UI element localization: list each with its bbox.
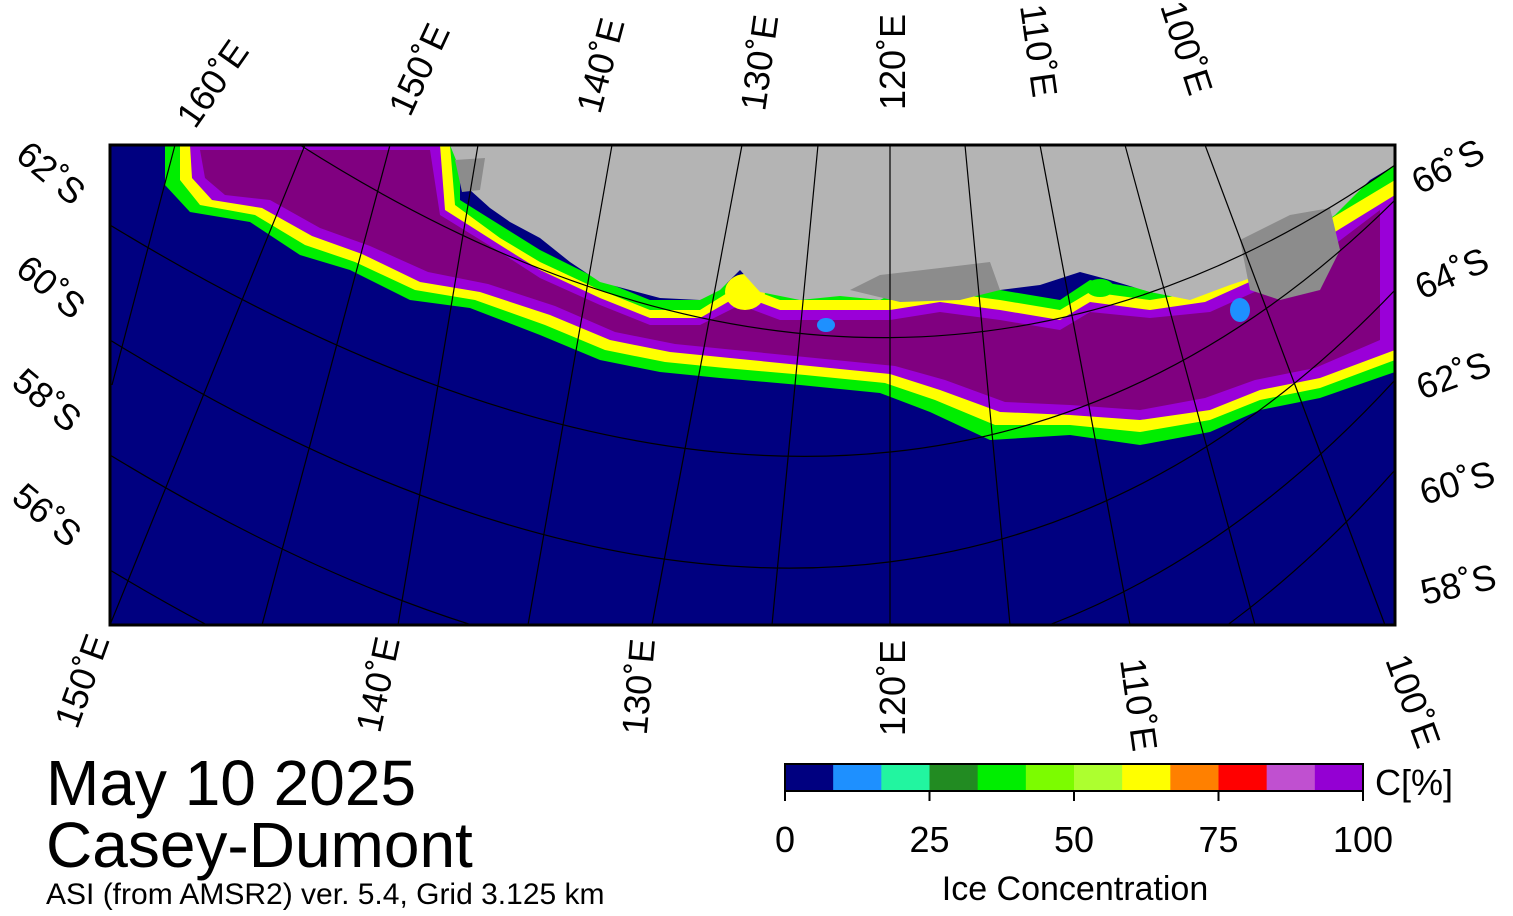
ice-shelf bbox=[455, 158, 485, 192]
bottom-lon-label: 140˚E bbox=[348, 633, 408, 736]
colorbar-tick-label: 100 bbox=[1333, 819, 1393, 860]
colorbar-title: Ice Concentration bbox=[942, 870, 1209, 908]
colorbar-swatch bbox=[1025, 764, 1075, 791]
right-lat-label: 62˚S bbox=[1411, 343, 1496, 408]
colorbar-swatch bbox=[1074, 764, 1123, 791]
top-lon-label: 110˚E bbox=[1012, 1, 1066, 99]
bottom-lon-label: 150˚E bbox=[46, 629, 117, 733]
right-lat-label: 60˚S bbox=[1415, 452, 1499, 512]
date-label: May 10 2025 bbox=[46, 747, 417, 819]
colorbar-swatch bbox=[1314, 764, 1364, 791]
land-antarctica bbox=[450, 145, 1395, 300]
top-lon-label: 160˚E bbox=[168, 32, 257, 134]
top-lon-label: 120˚E bbox=[872, 14, 913, 110]
colorbar-swatch bbox=[977, 764, 1027, 791]
ice-shelf bbox=[1240, 208, 1340, 300]
colorbar-tick-labels: 0 25 50 75 100 bbox=[775, 791, 1393, 860]
colorbar-tick-label: 75 bbox=[1198, 819, 1238, 860]
left-latitude-labels: 62˚S 60˚S 58˚S 56˚S bbox=[5, 133, 94, 555]
top-lon-label: 130˚E bbox=[732, 12, 786, 113]
colorbar-swatch bbox=[833, 764, 882, 791]
colorbar-swatch bbox=[1218, 764, 1268, 791]
top-longitude-labels: 160˚E 150˚E 140˚E 130˚E 120˚E 110˚E 100˚… bbox=[168, 0, 1221, 135]
bottom-lon-label: 100˚E bbox=[1377, 649, 1448, 753]
source-label: ASI (from AMSR2) ver. 5.4, Grid 3.125 km bbox=[46, 878, 605, 911]
left-lat-label: 60˚S bbox=[9, 247, 94, 327]
colorbar-swatch bbox=[1122, 764, 1171, 791]
colorbar-tick-label: 50 bbox=[1054, 819, 1094, 860]
left-lat-label: 56˚S bbox=[5, 475, 90, 555]
colorbar bbox=[784, 763, 1364, 792]
left-lat-label: 62˚S bbox=[9, 133, 94, 213]
top-lon-label: 140˚E bbox=[568, 14, 632, 117]
ice-patch bbox=[1230, 298, 1250, 322]
top-lon-label: 100˚E bbox=[1152, 0, 1221, 100]
bottom-longitude-labels: 150˚E 140˚E 130˚E 120˚E 110˚E 100˚E bbox=[46, 629, 1449, 754]
colorbar-swatch bbox=[1170, 764, 1219, 791]
colorbar-swatch bbox=[881, 764, 930, 791]
right-lat-label: 66˚S bbox=[1405, 130, 1491, 202]
map-frame bbox=[108, 143, 1397, 627]
bottom-lon-label: 120˚E bbox=[872, 640, 913, 736]
colorbar-swatch bbox=[1266, 764, 1316, 791]
bottom-lon-label: 130˚E bbox=[614, 637, 663, 736]
colorbar-swatch bbox=[785, 764, 834, 791]
right-latitude-labels: 66˚S 64˚S 62˚S 60˚S 58˚S bbox=[1405, 130, 1500, 613]
ice-zone-high bbox=[200, 150, 1380, 410]
colorbar-tick-label: 0 bbox=[775, 819, 795, 860]
right-lat-label: 64˚S bbox=[1409, 239, 1495, 307]
ice-patch bbox=[817, 318, 835, 332]
graticule-meridians bbox=[110, 145, 1386, 625]
ice-shelf bbox=[850, 262, 1000, 302]
colorbar-tick-label: 25 bbox=[909, 819, 949, 860]
ice-patch bbox=[1086, 279, 1114, 297]
colorbar-swatch bbox=[929, 764, 979, 791]
colorbar-unit: C[%] bbox=[1375, 762, 1453, 803]
bottom-lon-label: 110˚E bbox=[1112, 655, 1166, 753]
left-lat-label: 58˚S bbox=[5, 360, 90, 440]
graticule-parallels bbox=[110, 145, 1395, 625]
right-lat-label: 58˚S bbox=[1417, 556, 1500, 613]
region-label: Casey-Dumont bbox=[46, 809, 473, 881]
top-lon-label: 150˚E bbox=[380, 17, 458, 121]
map-frame-content bbox=[110, 145, 1395, 625]
